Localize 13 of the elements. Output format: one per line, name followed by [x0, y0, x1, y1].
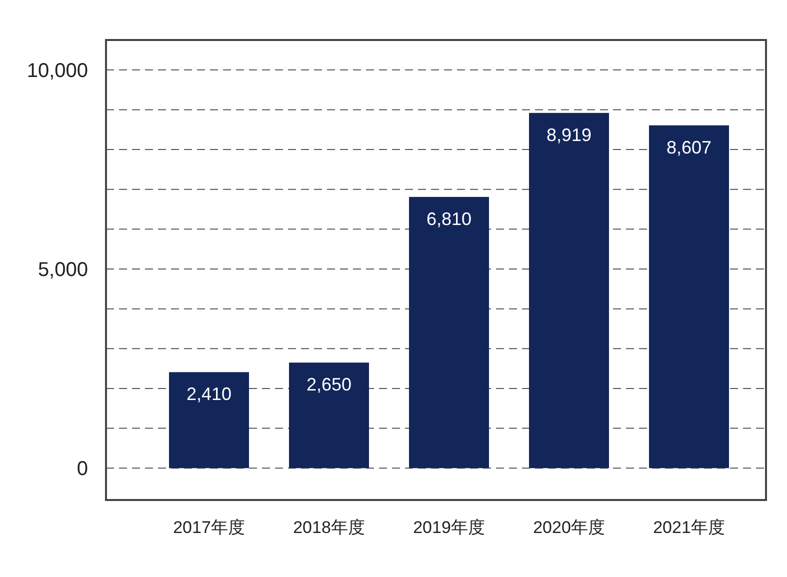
x-tick-label: 2018年度: [293, 518, 365, 537]
data-label: 2,410: [186, 384, 232, 404]
data-label: 8,919: [546, 124, 592, 145]
data-label: 6,810: [426, 208, 472, 229]
x-tick-label: 2019年度: [413, 518, 485, 537]
data-label: 8,607: [666, 137, 712, 158]
x-tick-label: 2017年度: [173, 518, 245, 537]
y-tick-label: 5,000: [38, 259, 88, 282]
x-tick-label: 2020年度: [533, 518, 605, 537]
y-tick-label: 10,000: [26, 60, 88, 82]
data-label: 2,650: [306, 374, 352, 395]
y-tick-label: 0: [76, 458, 88, 480]
x-tick-label: 2021年度: [653, 518, 725, 537]
